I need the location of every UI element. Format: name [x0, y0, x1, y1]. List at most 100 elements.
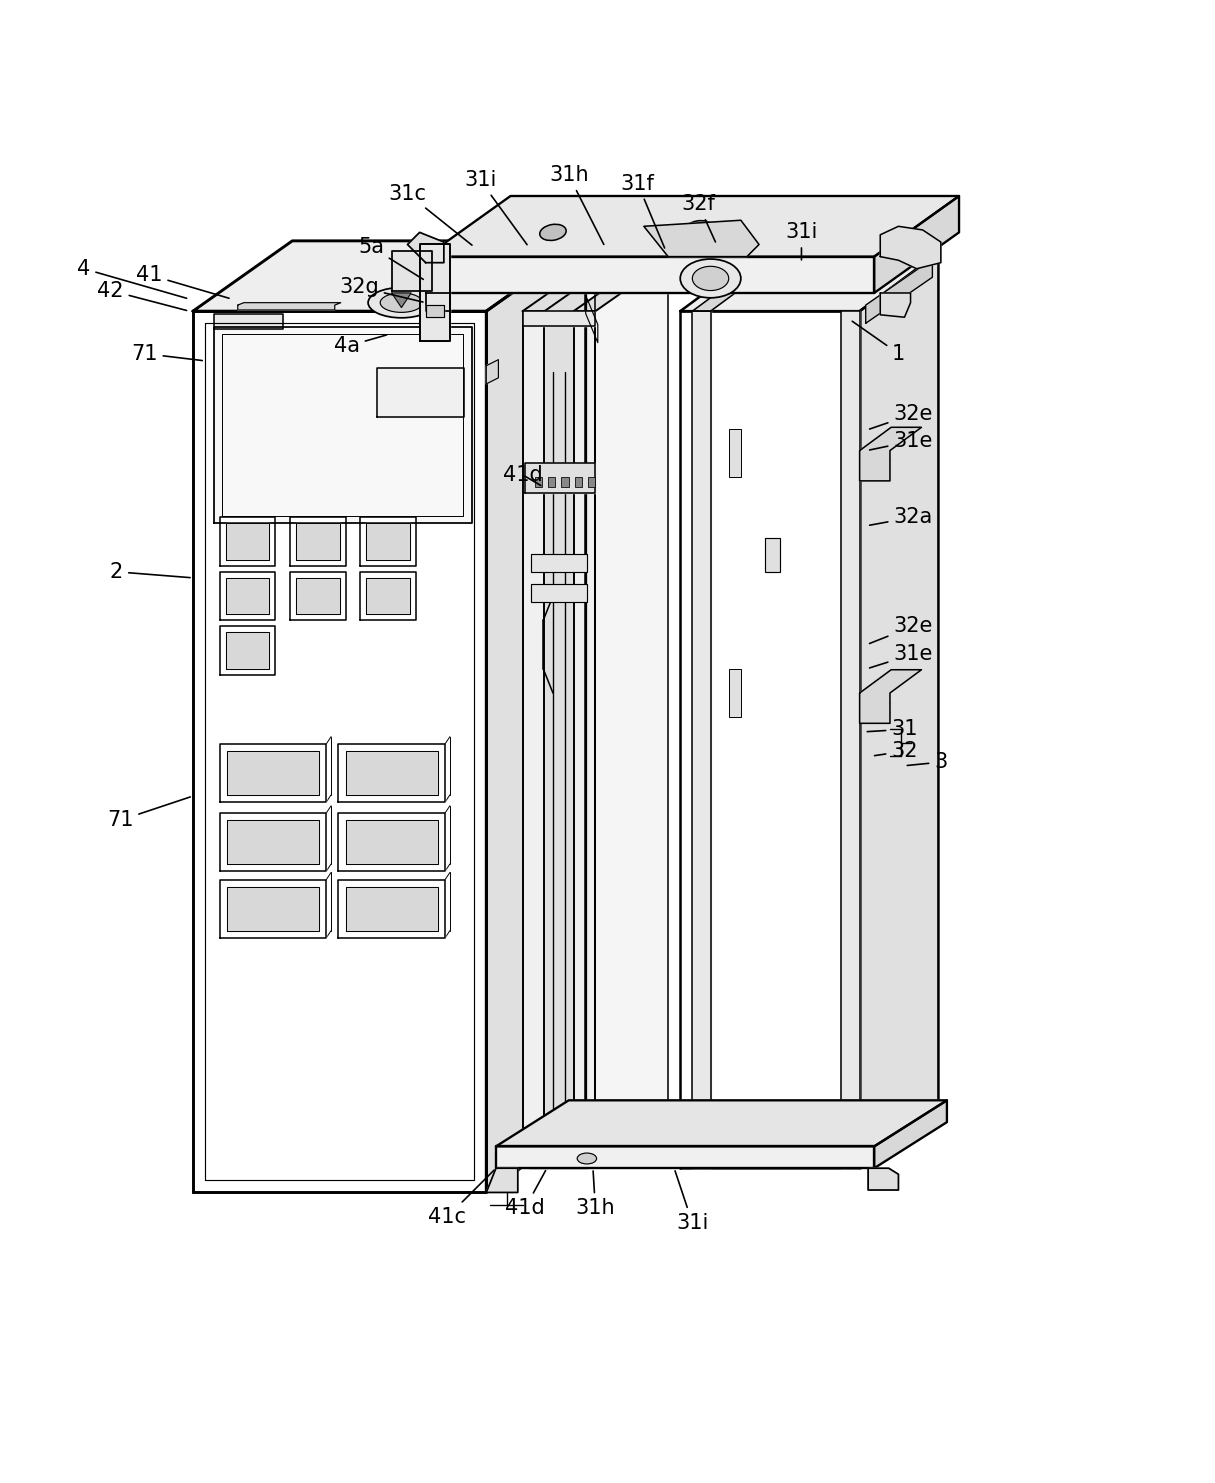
Polygon shape	[339, 744, 445, 802]
Text: 41d: 41d	[503, 464, 543, 485]
Ellipse shape	[380, 294, 423, 313]
Text: 5a: 5a	[358, 237, 423, 279]
Text: 2: 2	[109, 562, 191, 581]
Polygon shape	[407, 233, 443, 262]
Ellipse shape	[683, 221, 713, 239]
Polygon shape	[360, 572, 416, 620]
Bar	[729, 669, 741, 718]
Text: 4: 4	[78, 258, 187, 298]
Polygon shape	[522, 260, 617, 311]
Text: 31e: 31e	[870, 432, 933, 451]
Polygon shape	[339, 879, 445, 937]
Polygon shape	[425, 257, 874, 294]
Text: 41d: 41d	[505, 1170, 546, 1218]
Text: 32a: 32a	[870, 507, 933, 528]
Polygon shape	[366, 578, 409, 614]
Text: 31h: 31h	[576, 1172, 615, 1218]
Ellipse shape	[577, 1154, 597, 1164]
Bar	[531, 584, 587, 602]
Polygon shape	[227, 752, 320, 795]
Polygon shape	[345, 820, 437, 865]
Polygon shape	[425, 305, 443, 317]
Bar	[561, 478, 569, 486]
Text: 31: 31	[868, 719, 917, 740]
Polygon shape	[860, 254, 938, 1169]
Polygon shape	[522, 311, 544, 1169]
Polygon shape	[226, 632, 270, 669]
Polygon shape	[360, 518, 416, 565]
Polygon shape	[226, 578, 270, 614]
Text: 31e: 31e	[870, 644, 933, 667]
Text: 42: 42	[97, 280, 187, 310]
Bar	[535, 478, 542, 486]
Bar	[531, 553, 587, 572]
Text: 3: 3	[908, 752, 948, 773]
Ellipse shape	[547, 1117, 569, 1130]
Text: 71: 71	[107, 796, 191, 830]
Polygon shape	[486, 1169, 518, 1192]
Text: 32f: 32f	[682, 194, 716, 242]
Polygon shape	[522, 311, 595, 326]
Polygon shape	[693, 254, 790, 311]
Polygon shape	[220, 813, 327, 871]
Text: 31f: 31f	[621, 174, 665, 248]
Polygon shape	[220, 572, 276, 620]
Bar	[729, 429, 741, 478]
Polygon shape	[573, 311, 595, 1169]
Text: 41c: 41c	[429, 1170, 495, 1226]
Text: 32: 32	[875, 742, 917, 761]
Bar	[765, 538, 780, 572]
Polygon shape	[842, 311, 860, 1169]
Polygon shape	[214, 313, 283, 329]
Polygon shape	[880, 294, 910, 317]
Polygon shape	[220, 518, 276, 565]
Polygon shape	[214, 326, 471, 523]
Polygon shape	[486, 360, 498, 384]
Bar	[588, 478, 595, 486]
Polygon shape	[391, 294, 411, 307]
Text: 31c: 31c	[389, 184, 471, 245]
Polygon shape	[425, 294, 450, 311]
Polygon shape	[238, 303, 341, 310]
Text: 31i: 31i	[676, 1172, 708, 1232]
Polygon shape	[220, 879, 327, 937]
Polygon shape	[345, 752, 437, 795]
Polygon shape	[290, 572, 345, 620]
Polygon shape	[595, 260, 668, 1117]
Text: 4a: 4a	[334, 335, 386, 356]
Bar	[529, 1143, 587, 1169]
Polygon shape	[880, 227, 940, 268]
Polygon shape	[193, 240, 586, 311]
Text: 31h: 31h	[549, 166, 604, 245]
Polygon shape	[680, 254, 938, 311]
Polygon shape	[860, 670, 921, 724]
Ellipse shape	[680, 260, 741, 298]
Polygon shape	[296, 523, 340, 559]
Text: 32g: 32g	[339, 277, 423, 303]
Polygon shape	[227, 820, 320, 865]
Polygon shape	[869, 1169, 898, 1189]
Polygon shape	[525, 463, 595, 492]
Polygon shape	[680, 311, 860, 1169]
Ellipse shape	[539, 224, 566, 240]
Polygon shape	[496, 1100, 946, 1146]
Polygon shape	[345, 887, 437, 931]
Polygon shape	[290, 518, 345, 565]
Polygon shape	[220, 626, 276, 675]
Polygon shape	[496, 1146, 874, 1169]
Polygon shape	[377, 368, 464, 417]
Polygon shape	[425, 196, 959, 257]
Polygon shape	[860, 427, 921, 480]
Polygon shape	[486, 240, 586, 1192]
Polygon shape	[573, 260, 668, 311]
Polygon shape	[339, 813, 445, 871]
Polygon shape	[522, 1154, 595, 1169]
Bar	[547, 1117, 561, 1132]
Polygon shape	[296, 578, 340, 614]
Ellipse shape	[368, 288, 435, 317]
Polygon shape	[874, 1100, 946, 1169]
Polygon shape	[391, 251, 431, 291]
Text: 71: 71	[131, 344, 202, 363]
Polygon shape	[693, 1143, 848, 1169]
Text: 31i: 31i	[464, 171, 527, 245]
